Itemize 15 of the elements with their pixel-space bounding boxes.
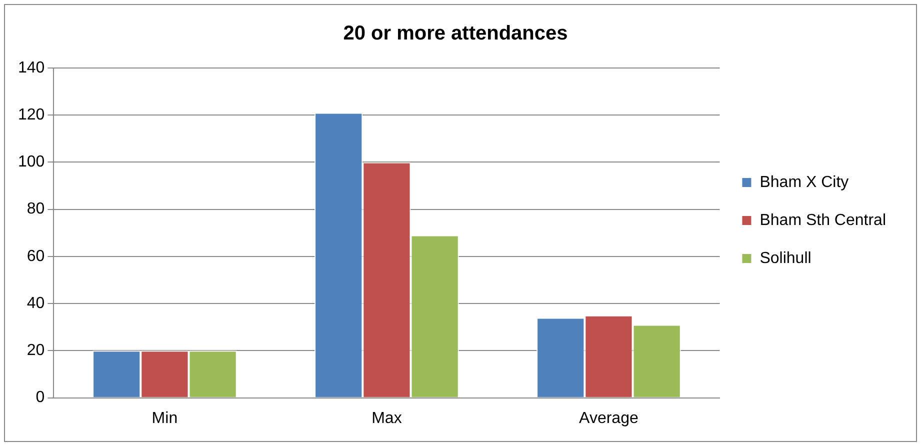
x-tick-label: Average bbox=[579, 410, 638, 427]
legend-label: Solihull bbox=[760, 250, 812, 267]
chart-title: 20 or more attendances bbox=[343, 22, 568, 45]
legend-label: Bham X City bbox=[760, 174, 849, 191]
y-tick-label: 120 bbox=[18, 106, 45, 124]
y-tick-label: 40 bbox=[26, 294, 45, 312]
legend-label: Bham Sth Central bbox=[760, 212, 886, 229]
x-tick-label: Min bbox=[152, 410, 178, 427]
y-tick-label: 0 bbox=[36, 389, 45, 406]
y-tick-label: 20 bbox=[26, 342, 45, 360]
y-tick-label: 100 bbox=[18, 154, 45, 171]
y-tick-label: 80 bbox=[26, 200, 45, 218]
y-tick-label: 60 bbox=[26, 248, 45, 265]
x-tick-label: Max bbox=[372, 410, 402, 427]
y-tick-label: 140 bbox=[18, 59, 45, 76]
